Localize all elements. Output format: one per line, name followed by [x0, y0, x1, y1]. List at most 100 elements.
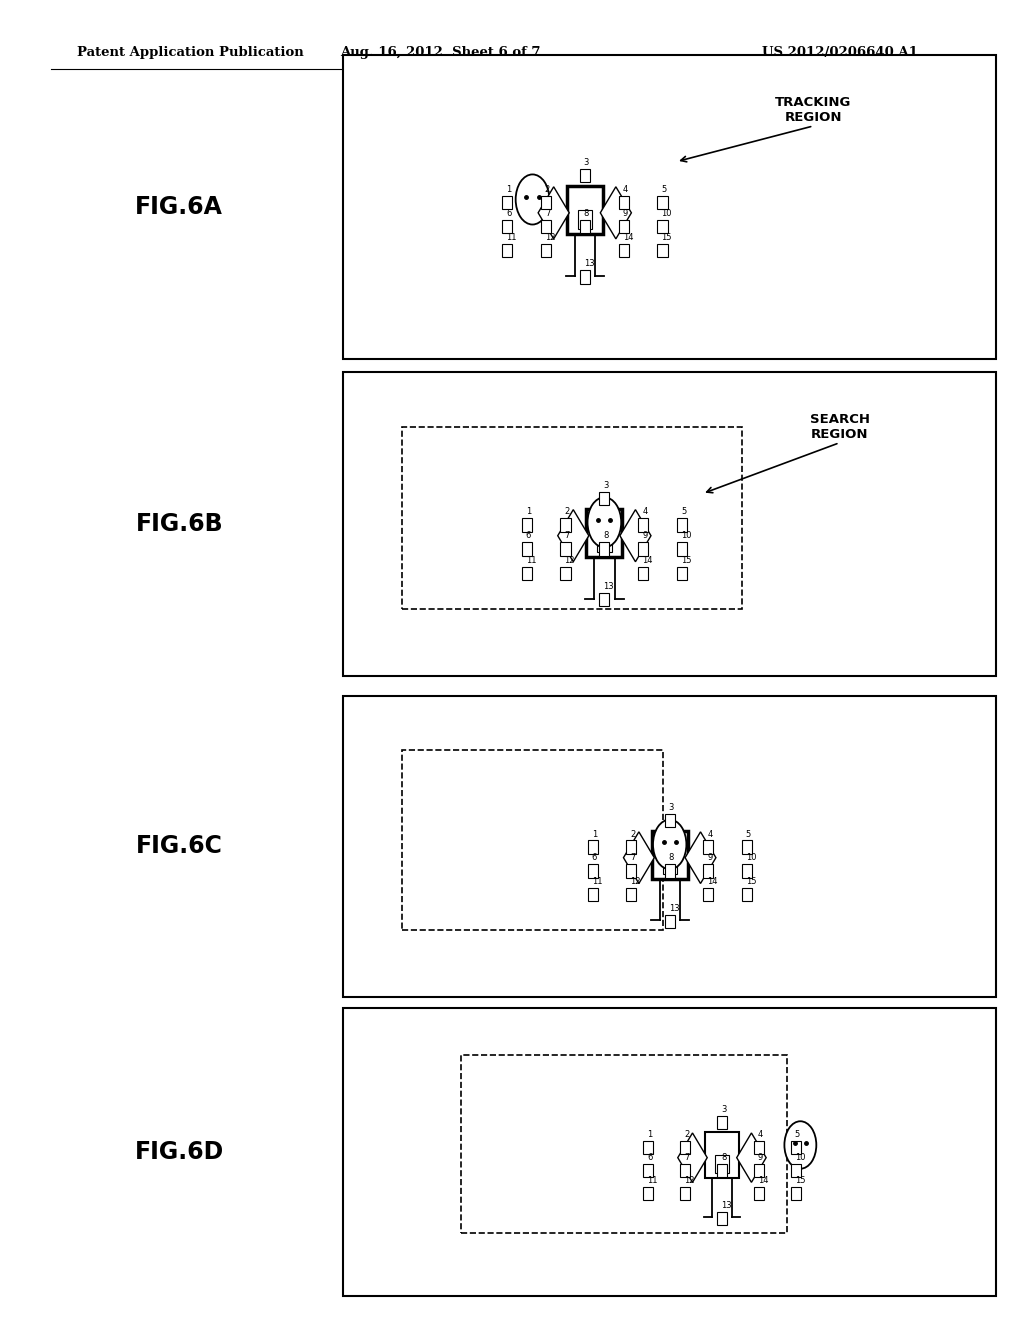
- Text: 2: 2: [630, 829, 636, 838]
- Bar: [560, 543, 570, 556]
- Text: 13: 13: [669, 904, 679, 912]
- Text: 10: 10: [795, 1152, 805, 1162]
- Polygon shape: [600, 186, 632, 239]
- Text: 1: 1: [525, 507, 530, 516]
- Bar: [677, 566, 687, 579]
- Bar: [717, 1212, 727, 1225]
- Text: 10: 10: [681, 532, 691, 540]
- Bar: [657, 219, 668, 232]
- Text: 10: 10: [662, 209, 672, 218]
- Text: 3: 3: [584, 158, 589, 166]
- Bar: [657, 195, 668, 209]
- Bar: [502, 219, 512, 232]
- Text: 14: 14: [623, 232, 633, 242]
- Bar: [715, 1155, 729, 1173]
- Bar: [638, 566, 648, 579]
- Bar: [401, 426, 741, 609]
- Bar: [343, 372, 996, 676]
- Bar: [588, 888, 598, 902]
- Bar: [580, 271, 590, 284]
- Bar: [578, 210, 592, 228]
- Text: 2: 2: [684, 1130, 689, 1139]
- Text: Aug. 16, 2012  Sheet 6 of 7: Aug. 16, 2012 Sheet 6 of 7: [340, 46, 541, 59]
- Polygon shape: [558, 510, 589, 562]
- Text: 4: 4: [708, 829, 713, 838]
- Text: Patent Application Publication: Patent Application Publication: [77, 46, 303, 59]
- Text: 11: 11: [647, 1176, 657, 1184]
- Bar: [665, 915, 675, 928]
- Text: 4: 4: [642, 507, 647, 516]
- Bar: [560, 519, 570, 532]
- Bar: [680, 1187, 690, 1200]
- Bar: [717, 1115, 727, 1129]
- Text: 12: 12: [564, 556, 575, 565]
- Text: 12: 12: [684, 1176, 694, 1184]
- Bar: [541, 195, 551, 209]
- Ellipse shape: [516, 174, 549, 224]
- Bar: [703, 865, 714, 878]
- Text: 14: 14: [642, 556, 652, 565]
- Polygon shape: [539, 186, 569, 239]
- Bar: [560, 566, 570, 579]
- Bar: [580, 169, 590, 182]
- Text: 11: 11: [592, 878, 602, 886]
- Text: 8: 8: [669, 853, 674, 862]
- Text: 10: 10: [745, 853, 756, 862]
- Text: 2: 2: [545, 185, 550, 194]
- Bar: [741, 841, 752, 854]
- Bar: [502, 195, 512, 209]
- Bar: [754, 1187, 764, 1200]
- Bar: [541, 244, 551, 257]
- Text: 3: 3: [721, 1105, 726, 1114]
- Bar: [618, 244, 629, 257]
- Bar: [643, 1187, 653, 1200]
- Bar: [566, 186, 603, 234]
- Bar: [677, 543, 687, 556]
- Text: 6: 6: [647, 1152, 652, 1162]
- Bar: [626, 865, 636, 878]
- Bar: [643, 1140, 653, 1154]
- Bar: [599, 593, 609, 606]
- Bar: [588, 865, 598, 878]
- Text: 13: 13: [603, 582, 614, 591]
- Text: 15: 15: [795, 1176, 805, 1184]
- Bar: [638, 519, 648, 532]
- Text: 12: 12: [545, 232, 555, 242]
- Text: FIG.6D: FIG.6D: [134, 1140, 224, 1164]
- Bar: [791, 1140, 801, 1154]
- Text: 11: 11: [525, 556, 537, 565]
- Text: 11: 11: [506, 232, 516, 242]
- Text: 3: 3: [669, 803, 674, 812]
- Ellipse shape: [588, 498, 622, 548]
- Text: FIG.6A: FIG.6A: [135, 195, 223, 219]
- Bar: [665, 814, 675, 828]
- Polygon shape: [678, 1133, 708, 1183]
- Text: 1: 1: [592, 829, 597, 838]
- Text: 1: 1: [647, 1130, 652, 1139]
- Bar: [657, 244, 668, 257]
- Bar: [651, 832, 688, 879]
- Text: 8: 8: [584, 209, 589, 218]
- Bar: [626, 841, 636, 854]
- Ellipse shape: [653, 820, 686, 870]
- Text: 14: 14: [708, 878, 718, 886]
- Text: 3: 3: [603, 480, 608, 490]
- Bar: [665, 865, 675, 878]
- Bar: [791, 1187, 801, 1200]
- Text: 4: 4: [623, 185, 628, 194]
- Text: TRACKING
REGION: TRACKING REGION: [775, 96, 852, 124]
- Text: 15: 15: [681, 556, 691, 565]
- Bar: [741, 865, 752, 878]
- Bar: [343, 696, 996, 997]
- Bar: [741, 888, 752, 902]
- Text: 6: 6: [506, 209, 511, 218]
- Bar: [680, 1140, 690, 1154]
- Bar: [461, 1055, 787, 1233]
- Bar: [401, 750, 664, 931]
- Text: 13: 13: [584, 259, 594, 268]
- Polygon shape: [624, 832, 654, 883]
- Bar: [705, 1133, 739, 1177]
- Bar: [680, 1164, 690, 1177]
- Text: 2: 2: [564, 507, 569, 516]
- Bar: [638, 543, 648, 556]
